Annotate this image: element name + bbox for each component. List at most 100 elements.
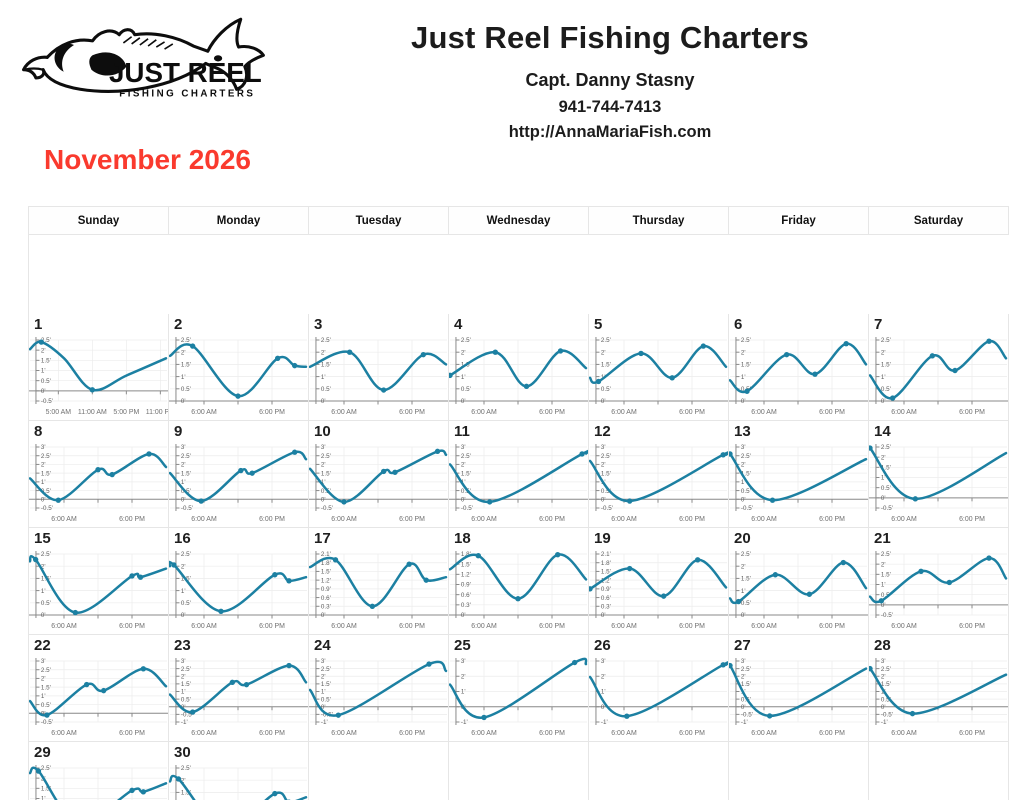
tide-extreme-marker (218, 608, 224, 615)
y-tick-label: -0.5' (181, 505, 193, 512)
y-tick-label: 2.5' (321, 666, 331, 673)
fish-pectoral-fin (89, 52, 127, 76)
tide-extreme-marker (332, 557, 339, 563)
y-tick-label: -0.5' (601, 505, 613, 512)
tide-extreme-marker (986, 338, 992, 344)
y-tick-label: 0.5' (601, 386, 611, 393)
weekday-header: Monday (169, 207, 309, 235)
y-tick-label: 0.5' (41, 702, 51, 709)
day-number: 20 (734, 530, 751, 547)
calendar-day-cell: 2 2.5' 2' 1.5' 1' 0.5' 0' 6:00 AM 6:00 PM (169, 314, 309, 421)
tide-extreme-marker (929, 353, 936, 359)
y-tick-label: 1' (181, 689, 186, 696)
logo-text-main: JUST REEL (109, 57, 262, 88)
y-tick-label: 2.5' (181, 551, 191, 558)
tide-extreme-marker (55, 497, 62, 503)
day-number: 18 (454, 530, 471, 547)
x-tick-label: 6:00 AM (751, 409, 777, 416)
y-tick-label: 2' (741, 563, 746, 570)
day-number: 28 (874, 637, 891, 654)
day-number: 4 (454, 316, 463, 333)
tide-chart: 3'2.5'2'1.5'1'0.5'0'-0.5'6:00 AM 6:00 PM (589, 444, 728, 523)
tide-extreme-marker (720, 662, 726, 668)
x-tick-label: 6:00 PM (119, 516, 145, 523)
tide-extreme-marker (626, 498, 633, 504)
tide-extreme-marker (515, 596, 521, 602)
calendar-day-cell: 25 3' 2' 1' 0' -1' 6:00 AM 6:00 PM (449, 635, 589, 742)
tide-extreme-marker (571, 659, 578, 666)
y-tick-label: 1.2' (461, 572, 471, 579)
y-tick-label: 1' (461, 374, 466, 381)
tide-extreme-marker (32, 556, 39, 563)
tide-extreme-marker (475, 552, 482, 559)
calendar-day-cell: 11 3' 2.5' 2' 1.5' 1' 0.5' 0' -0.5' 6:00 AM 6:00 P… (449, 421, 589, 528)
tide-extreme-marker (291, 362, 298, 369)
x-tick-label: 6:00 AM (611, 516, 637, 523)
day-number: 26 (594, 637, 611, 654)
y-tick-label: 1' (41, 693, 46, 700)
tide-extreme-marker (83, 681, 90, 688)
x-tick-label: 6:00 AM (751, 730, 777, 737)
y-tick-label: 0' (881, 602, 886, 609)
tide-extreme-marker (638, 350, 644, 357)
calendar-empty-cell (589, 742, 729, 800)
y-tick-label: 2' (41, 676, 46, 683)
tide-chart: 2.5'2'1.5'1'0.5'0'6:00 AM6:00 PM (169, 765, 308, 800)
fish-belly-outline (41, 61, 208, 93)
y-tick-label: 0' (41, 612, 46, 619)
y-tick-label: 1.5' (741, 470, 751, 477)
y-tick-label: 3' (321, 444, 326, 451)
x-tick-label: 6:00 PM (959, 516, 985, 523)
tide-extreme-marker (426, 661, 432, 667)
day-number: 30 (174, 744, 191, 761)
y-tick-label: 1.5' (41, 786, 51, 793)
y-tick-label: 0' (881, 704, 886, 711)
x-tick-label: 6:00 PM (119, 623, 145, 630)
x-tick-label: 6:00 AM (471, 623, 497, 630)
y-tick-label: -0.5' (41, 719, 53, 726)
y-tick-label: 2.5' (41, 453, 51, 460)
tide-chart: 3'2.5'2'1.5'1'0.5'0'-0.5'6:00 AM 6:00 PM (729, 444, 868, 523)
x-tick-label: 6:00 PM (959, 730, 985, 737)
tide-extreme-marker (812, 371, 818, 377)
tide-extreme-marker (274, 355, 281, 361)
calendar-day-cell: 62.5'2'1.5'1'0.5'0'6:00 AM6:00 PM (729, 314, 869, 421)
y-tick-label: 1.2' (321, 577, 331, 584)
y-tick-label: 2.5' (741, 551, 751, 558)
tide-extreme-marker (420, 351, 427, 358)
y-tick-label: 1.5' (461, 561, 471, 568)
calendar-day-cell: 13 3' 2.5' 2' 1.5' 1' 0.5' 0' -0.5' 6:00 AM 6:00 P… (729, 421, 869, 528)
calendar-day-cell: 8 3' 2.5' 2' 1.5' 1' 0.5' 0' -0.5' 6:00 AM 6:00 PM (29, 421, 169, 528)
tide-extreme-marker (406, 561, 412, 567)
y-tick-label: 1.5' (181, 470, 191, 477)
y-tick-label: 1.5' (881, 572, 891, 579)
y-tick-label: 1.2' (601, 577, 611, 584)
y-tick-label: 0.3' (461, 602, 471, 609)
calendar-day-cell: 7 2.5' 2' 1.5' 1' 0.5' 0' 6:00 AM 6:00 PM (869, 314, 1009, 421)
x-tick-label: 6:00 PM (399, 516, 425, 523)
tide-curve (449, 657, 588, 719)
y-tick-label: 1' (741, 588, 746, 595)
y-tick-label: 2.5' (461, 337, 471, 344)
y-tick-label: 0.5' (881, 592, 891, 599)
tide-curve (309, 660, 448, 717)
website-url: http://AnnaMariaFish.com (508, 123, 712, 141)
x-tick-label: 6:00 AM (51, 623, 77, 630)
logo-fish-illustration: JUST REEL FISHING CHARTERS (22, 17, 265, 99)
tide-extreme-marker (175, 776, 182, 782)
y-tick-label: 2.5' (741, 337, 751, 344)
x-tick-label: 6:00 PM (259, 516, 285, 523)
tide-extreme-marker (769, 497, 776, 503)
x-tick-label: 6:00 PM (259, 730, 285, 737)
y-tick-label: 0.3' (601, 603, 611, 610)
tide-extreme-marker (806, 591, 813, 597)
y-tick-label: -0.5' (41, 398, 53, 405)
y-tick-label: 1.5' (321, 681, 331, 688)
x-tick-label: 6:00 PM (679, 623, 705, 630)
tide-extreme-marker (243, 681, 250, 688)
x-tick-label: 6:00 PM (679, 409, 705, 416)
y-tick-label: -0.5' (741, 505, 753, 512)
tide-extreme-marker (669, 375, 675, 381)
tide-extreme-marker (346, 349, 353, 355)
